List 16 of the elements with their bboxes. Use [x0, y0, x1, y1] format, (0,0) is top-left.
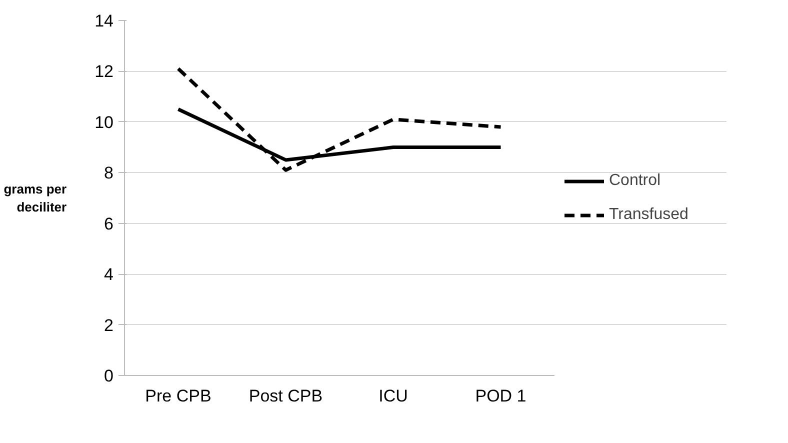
y-tick-label: 0: [104, 366, 114, 386]
legend-label: Control: [609, 172, 661, 190]
y-tick-label: 8: [104, 164, 114, 183]
y-tick-label: 12: [94, 62, 114, 82]
y-tick-label: 4: [104, 265, 114, 284]
y-tick-label: 6: [104, 214, 114, 234]
y-tick-label: 2: [104, 316, 114, 335]
x-tick-label: Pre CPB: [145, 386, 212, 406]
x-tick-label: ICU: [378, 386, 408, 406]
x-tick-label: POD 1: [475, 386, 526, 406]
y-tick-label: 10: [94, 112, 114, 132]
legend-label: Transfused: [609, 206, 688, 224]
x-tick-label: Post CPB: [248, 386, 323, 406]
y-axis-title: grams per deciliter: [4, 182, 67, 214]
line-series: [176, 66, 502, 172]
y-tick-label: 14: [94, 12, 114, 30]
